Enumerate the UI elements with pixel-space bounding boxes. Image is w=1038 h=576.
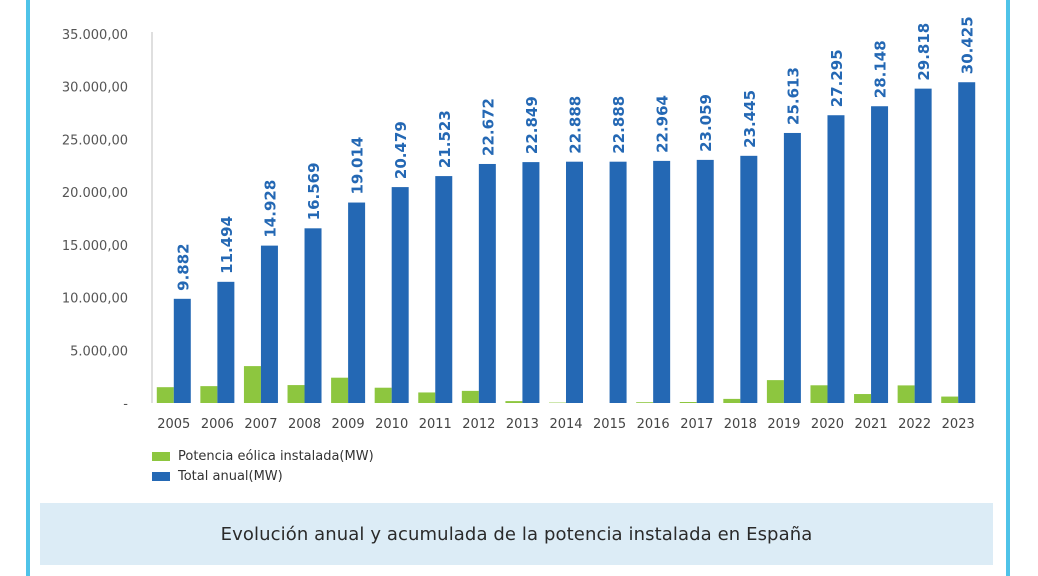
data-label-total: 28.148 bbox=[872, 40, 890, 98]
x-tick-label: 2021 bbox=[855, 417, 888, 432]
bar-total bbox=[827, 115, 845, 403]
bar-total bbox=[958, 82, 976, 403]
bar-total bbox=[304, 228, 322, 403]
bar-total bbox=[696, 159, 714, 403]
bar-total bbox=[740, 155, 758, 403]
legend-label-annual: Potencia eólica instalada(MW) bbox=[178, 448, 374, 464]
bar-total bbox=[653, 160, 671, 403]
bar-total bbox=[435, 176, 453, 403]
bar-annual bbox=[374, 387, 392, 403]
legend-label-total: Total anual(MW) bbox=[178, 468, 283, 484]
bar-annual bbox=[243, 366, 261, 403]
x-tick-label: 2007 bbox=[244, 417, 277, 432]
bar-total bbox=[871, 106, 889, 403]
y-tick-label: 15.000,00 bbox=[62, 239, 128, 254]
bar-annual bbox=[287, 385, 305, 403]
bar-annual bbox=[854, 394, 872, 403]
data-label-total: 25.613 bbox=[784, 67, 802, 125]
bar-total bbox=[609, 161, 627, 403]
legend-swatch-total bbox=[152, 471, 170, 481]
frame-right-border bbox=[1006, 0, 1010, 576]
x-tick-label: 2011 bbox=[419, 417, 452, 432]
x-tick-label: 2019 bbox=[767, 417, 800, 432]
bar-annual bbox=[331, 377, 349, 403]
x-tick-label: 2015 bbox=[593, 417, 626, 432]
data-label-total: 22.888 bbox=[567, 96, 585, 154]
x-tick-label: 2020 bbox=[811, 417, 844, 432]
data-label-total: 23.445 bbox=[741, 90, 759, 148]
x-tick-label: 2018 bbox=[724, 417, 757, 432]
bar-total bbox=[522, 162, 540, 403]
bar-total bbox=[783, 132, 801, 403]
data-label-total: 29.818 bbox=[915, 23, 933, 81]
data-label-total: 21.523 bbox=[436, 110, 454, 168]
data-label-total: 23.059 bbox=[697, 94, 715, 152]
bar-annual bbox=[897, 385, 915, 403]
data-label-total: 22.672 bbox=[479, 98, 497, 156]
bar-annual bbox=[723, 398, 741, 403]
x-tick-label: 2016 bbox=[637, 417, 670, 432]
x-tick-label: 2014 bbox=[549, 417, 582, 432]
y-tick-label: 30.000,00 bbox=[62, 81, 128, 96]
legend-item-annual: Potencia eólica instalada(MW) bbox=[152, 446, 374, 466]
legend-item-total: Total anual(MW) bbox=[152, 466, 374, 486]
data-label-total: 27.295 bbox=[828, 49, 846, 107]
data-label-total: 14.928 bbox=[261, 180, 279, 238]
chart-caption: Evolución anual y acumulada de la potenc… bbox=[220, 523, 813, 545]
x-tick-label: 2023 bbox=[942, 417, 975, 432]
bar-total bbox=[914, 88, 932, 403]
bar-annual bbox=[810, 385, 828, 403]
legend-swatch-annual bbox=[152, 451, 170, 461]
bar-annual bbox=[636, 402, 654, 403]
bar-annual bbox=[156, 387, 174, 403]
bar-total bbox=[391, 187, 409, 403]
y-tick-label: 20.000,00 bbox=[62, 186, 128, 201]
bar-total bbox=[260, 245, 278, 403]
bar-annual bbox=[679, 401, 697, 403]
bar-annual bbox=[461, 390, 479, 403]
y-tick-label: 35.000,00 bbox=[62, 28, 128, 43]
x-tick-label: 2009 bbox=[332, 417, 365, 432]
x-tick-label: 2010 bbox=[375, 417, 408, 432]
bar-annual bbox=[200, 386, 218, 403]
bar-total bbox=[478, 163, 496, 403]
frame-left-border bbox=[26, 0, 30, 576]
y-tick-label: 25.000,00 bbox=[62, 133, 128, 148]
x-tick-label: 2005 bbox=[157, 417, 190, 432]
data-label-total: 22.849 bbox=[523, 96, 541, 154]
data-label-total: 16.569 bbox=[305, 162, 323, 220]
x-tick-label: 2008 bbox=[288, 417, 321, 432]
x-tick-label: 2012 bbox=[462, 417, 495, 432]
bar-total bbox=[566, 161, 583, 403]
x-tick-label: 2017 bbox=[680, 417, 713, 432]
legend: Potencia eólica instalada(MW) Total anua… bbox=[152, 446, 374, 486]
y-tick-label: - bbox=[123, 397, 128, 412]
data-label-total: 30.425 bbox=[959, 16, 977, 74]
data-label-total: 9.882 bbox=[174, 243, 192, 290]
data-label-total: 22.964 bbox=[654, 95, 672, 153]
data-label-total: 22.888 bbox=[610, 96, 628, 154]
bar-annual bbox=[941, 396, 959, 403]
bar-annual bbox=[418, 392, 436, 403]
bar-total bbox=[217, 281, 235, 403]
bar-annual bbox=[505, 401, 523, 403]
bar-total bbox=[173, 298, 191, 403]
bar-annual bbox=[766, 380, 784, 403]
caption-box: Evolución anual y acumulada de la potenc… bbox=[40, 503, 993, 565]
x-tick-label: 2022 bbox=[898, 417, 931, 432]
x-tick-label: 2006 bbox=[201, 417, 234, 432]
y-tick-label: 10.000,00 bbox=[62, 292, 128, 307]
bar-total bbox=[348, 202, 366, 403]
data-label-total: 11.494 bbox=[218, 216, 236, 274]
y-tick-label: 5.000,00 bbox=[70, 344, 128, 359]
data-label-total: 20.479 bbox=[392, 121, 410, 179]
x-tick-label: 2013 bbox=[506, 417, 539, 432]
data-label-total: 19.014 bbox=[349, 137, 367, 195]
